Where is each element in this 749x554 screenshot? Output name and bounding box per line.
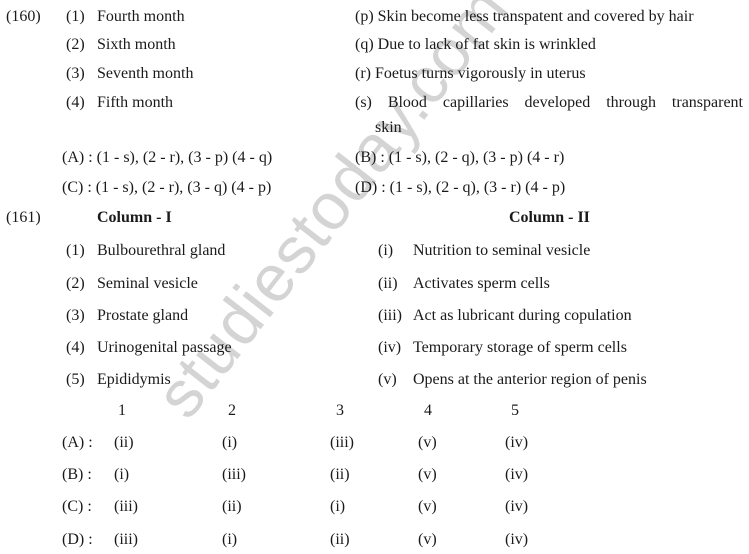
roman-number: (v) (378, 371, 397, 388)
table-cell: (iii) (330, 434, 354, 451)
match-text: Opens at the anterior region of penis (413, 371, 647, 388)
item-text: Sixth month (97, 36, 176, 53)
option-label: (D) : (62, 531, 93, 548)
table-column-header: 1 (118, 402, 126, 419)
table-cell: (i) (330, 498, 346, 515)
item-number: (2) (66, 36, 85, 53)
table-cell: (v) (418, 531, 437, 548)
item-number: (1) (66, 8, 85, 25)
table-cell: (ii) (114, 434, 134, 451)
option-d: (D) : (1 - s), (2 - q), (3 - r) (4 - p) (355, 179, 566, 196)
option-b: (B) : (1 - s), (2 - q), (3 - p) (4 - r) (355, 149, 565, 166)
table-cell: (v) (418, 498, 437, 515)
match-text: Temporary storage of sperm cells (413, 339, 627, 356)
match-text: (p) Skin become less transpatent and cov… (355, 8, 694, 25)
match-text: Act as lubricant during copulation (413, 307, 632, 324)
question-number: (161) (6, 209, 41, 226)
table-cell: (i) (114, 466, 130, 483)
match-text: Activates sperm cells (413, 275, 550, 292)
question-number: (160) (6, 8, 41, 25)
option-a: (A) : (1 - s), (2 - r), (3 - p) (4 - q) (62, 149, 273, 166)
match-text: (r) Foetus turns vigorously in uterus (355, 65, 586, 82)
table-cell: (ii) (330, 466, 350, 483)
column-1-header: Column - I (97, 209, 172, 226)
table-cell: (iii) (114, 531, 138, 548)
roman-number: (iii) (378, 307, 402, 324)
roman-number: (i) (378, 242, 394, 259)
table-cell: (v) (418, 434, 437, 451)
option-label: (A) : (62, 434, 93, 451)
table-cell: (iv) (505, 466, 529, 483)
match-text: (q) Due to lack of fat skin is wrinkled (355, 36, 596, 53)
table-cell: (iii) (114, 498, 138, 515)
table-column-header: 4 (424, 402, 432, 419)
table-cell: (i) (222, 531, 238, 548)
item-text: Prostate gland (97, 307, 189, 324)
roman-number: (ii) (378, 275, 398, 292)
table-column-header: 3 (336, 402, 344, 419)
match-text: (s) Blood capillaries developed through … (355, 94, 743, 111)
roman-number: (iv) (378, 339, 402, 356)
table-cell: (iv) (505, 531, 529, 548)
item-number: (1) (66, 242, 85, 259)
item-text: Fifth month (97, 94, 174, 111)
table-cell: (ii) (330, 531, 350, 548)
item-text: Urinogenital passage (97, 339, 232, 356)
item-number: (2) (66, 275, 85, 292)
table-cell: (i) (222, 434, 238, 451)
table-cell: (v) (418, 466, 437, 483)
item-number: (3) (66, 65, 85, 82)
option-label: (B) : (62, 466, 92, 483)
table-cell: (iv) (505, 498, 529, 515)
table-cell: (iv) (505, 434, 529, 451)
item-text: Seminal vesicle (97, 275, 198, 292)
option-c: (C) : (1 - s), (2 - r), (3 - q) (4 - p) (62, 179, 272, 196)
table-cell: (iii) (222, 466, 246, 483)
match-text: Nutrition to seminal vesicle (413, 242, 591, 259)
item-number: (4) (66, 339, 85, 356)
item-number: (3) (66, 307, 85, 324)
table-cell: (ii) (222, 498, 242, 515)
item-text: Bulbourethral gland (97, 242, 226, 259)
table-column-header: 5 (511, 402, 519, 419)
item-text: Seventh month (97, 65, 194, 82)
match-text-continued: skin (375, 119, 402, 136)
item-text: Fourth month (97, 8, 185, 25)
item-number: (5) (66, 371, 85, 388)
item-number: (4) (66, 94, 85, 111)
table-column-header: 2 (228, 402, 236, 419)
option-label: (C) : (62, 498, 92, 515)
column-2-header: Column - II (509, 209, 590, 226)
item-text: Epididymis (97, 371, 171, 388)
